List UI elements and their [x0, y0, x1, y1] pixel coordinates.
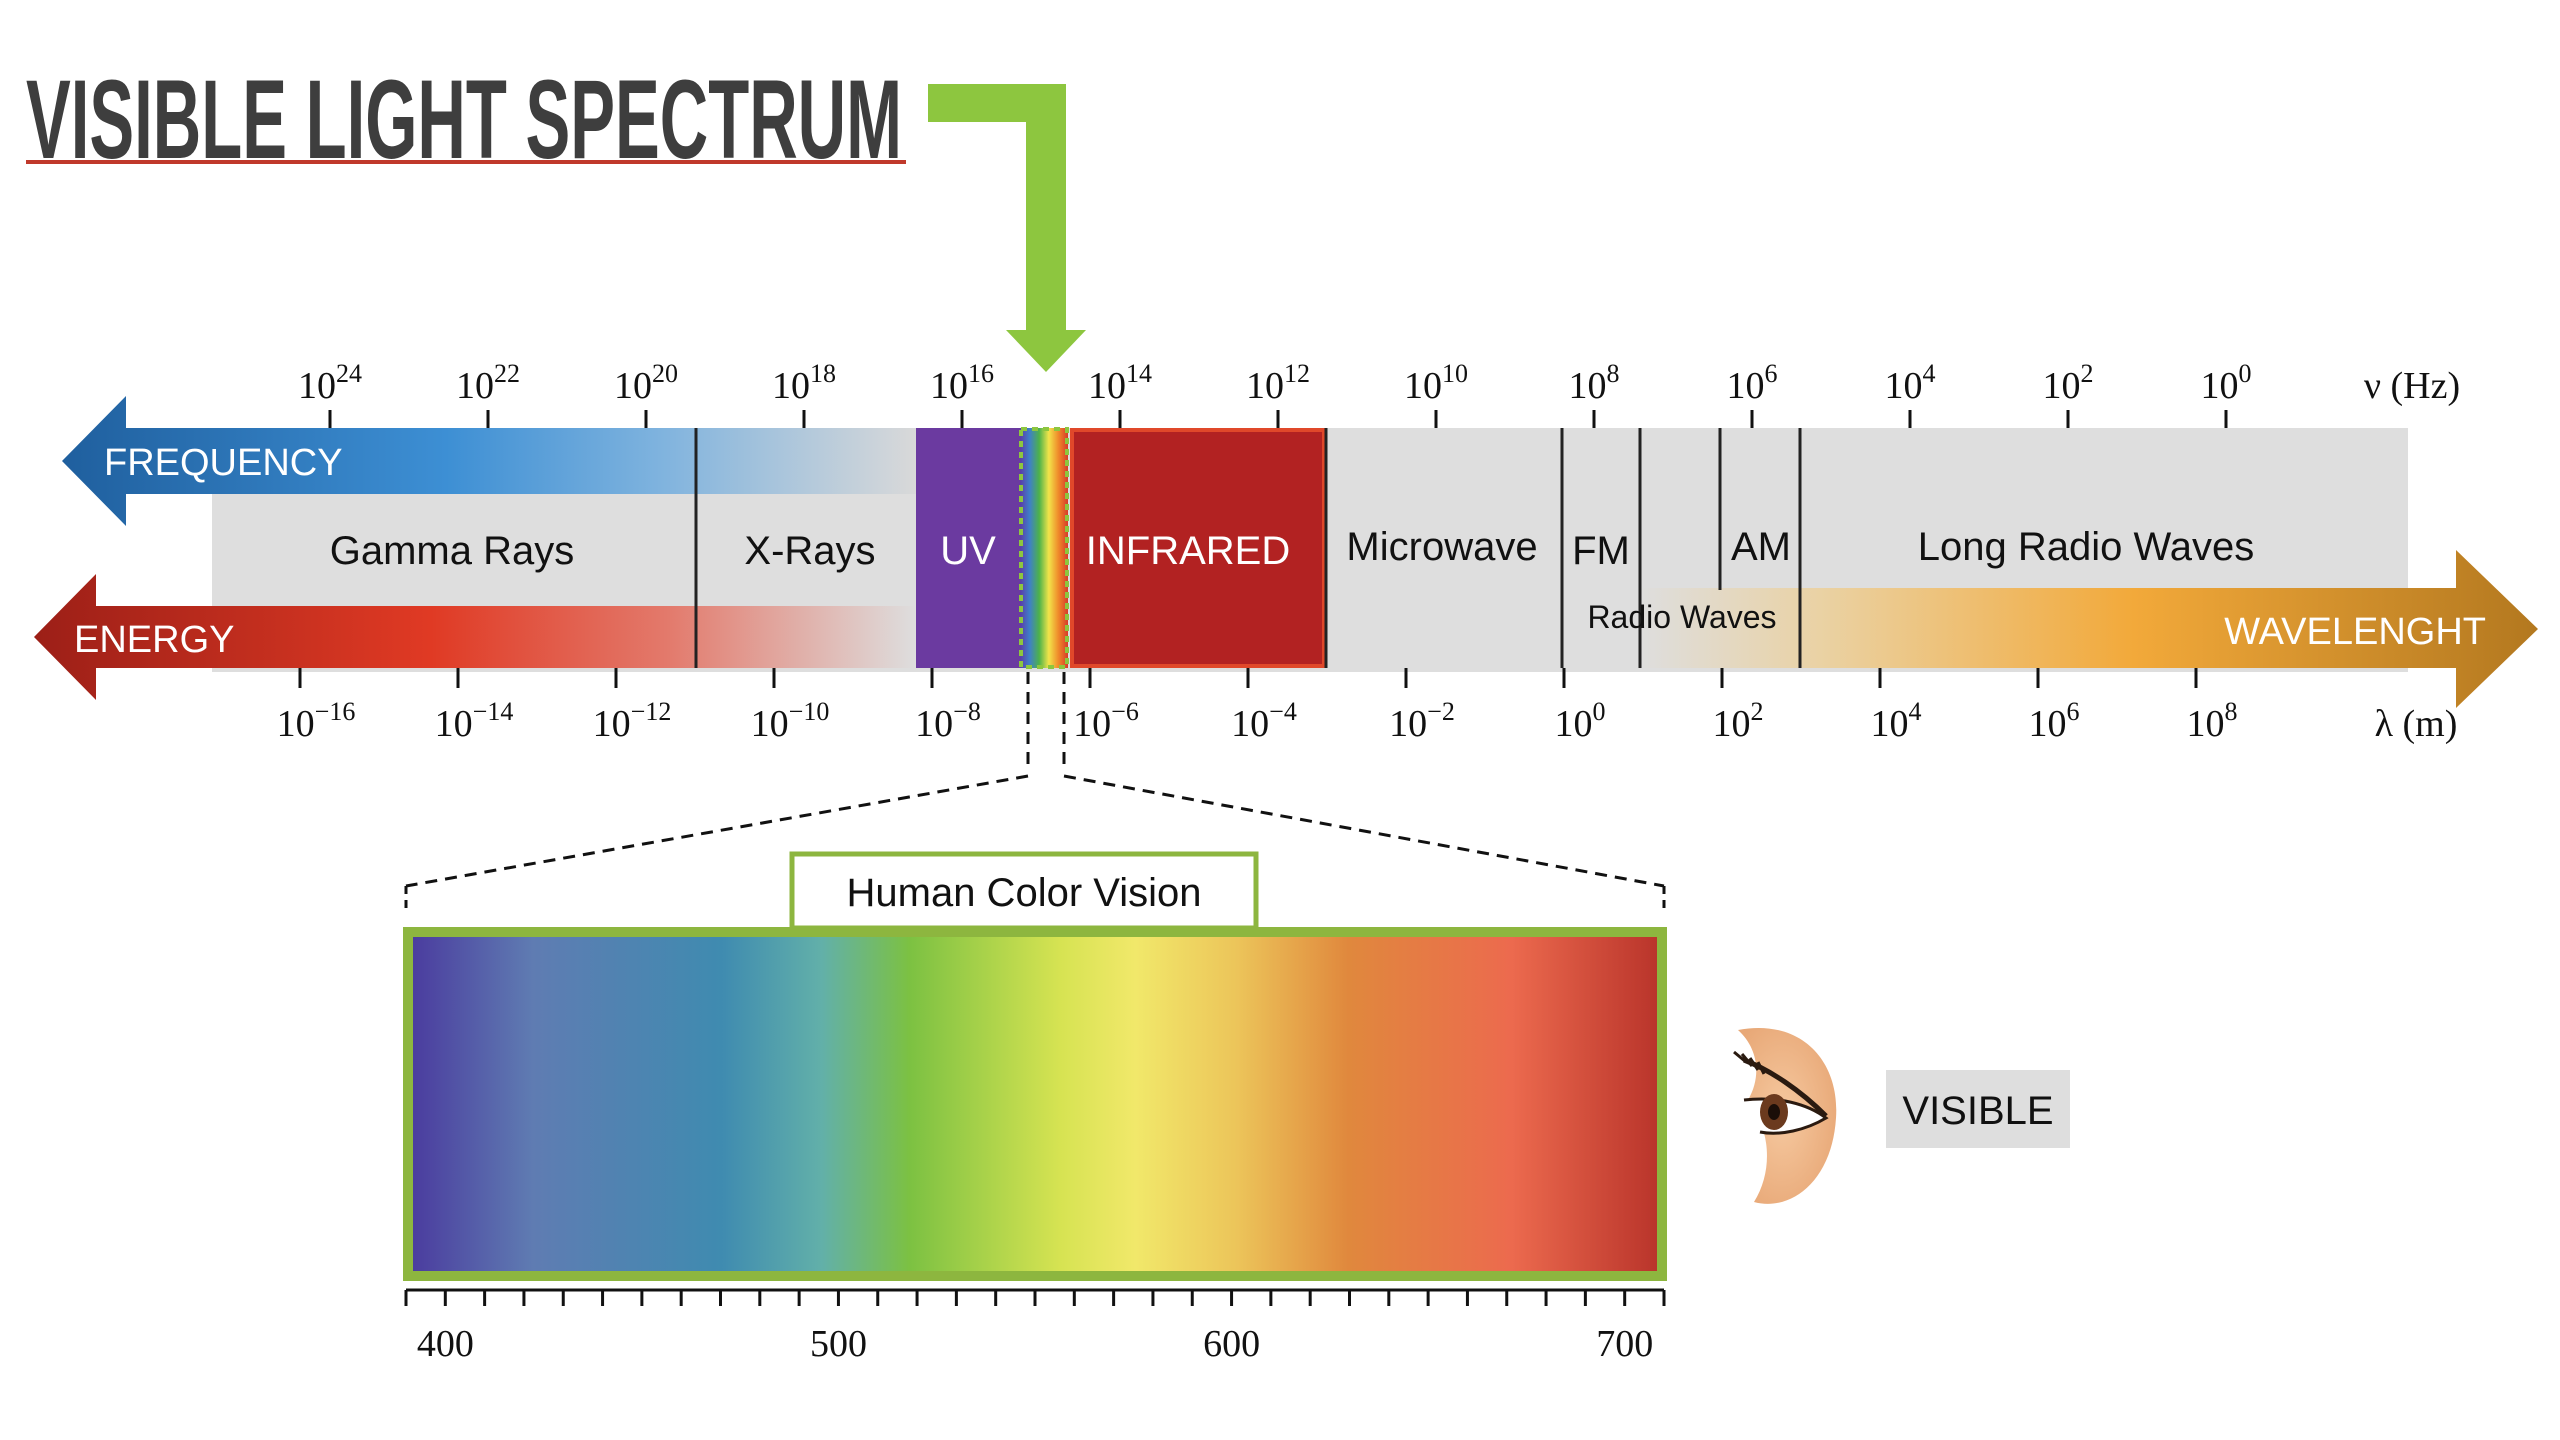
wavelength-axis: 10−16 10−14 10−12 10−10 10−8 10−6 10−4 10−2 100 1… [277, 668, 2238, 745]
wavelength-tick-label: 10−8 [915, 697, 981, 745]
frequency-tick-label: 104 [1885, 359, 1936, 407]
frequency-tick-label: 1010 [1404, 359, 1468, 407]
wavelength-tick-label: 104 [1871, 697, 1922, 745]
wavelength-unit: λ (m) [2375, 703, 2458, 745]
am-label: AM [1731, 525, 1791, 569]
wavelength-tick-label: 10−12 [593, 697, 672, 745]
title-underline [26, 160, 906, 164]
frequency-tick-label: 1022 [456, 359, 520, 407]
wavelength-tick-label: 108 [2187, 697, 2238, 745]
xray-label: X-Rays [744, 529, 875, 573]
vision-label: Human Color Vision [847, 871, 1202, 915]
vision-tick-label: 400 [417, 1323, 474, 1365]
wavelength-tick-label: 100 [1555, 697, 1606, 745]
uv-band [916, 428, 1020, 668]
vision-tick-label: 600 [1203, 1323, 1260, 1365]
gamma-label: Gamma Rays [330, 529, 575, 573]
wavelength-tick-label: 106 [2029, 697, 2080, 745]
frequency-axis: 1024 1022 1020 1018 1016 1014 1012 1010 108 106 10… [298, 359, 2252, 428]
wavelength-tick-label: 10−16 [277, 697, 356, 745]
energy-label: ENERGY [74, 619, 234, 661]
visible-sliver-frame [1019, 427, 1069, 669]
pointer-arrow [928, 84, 1086, 372]
wavelength-tick-label: 10−10 [751, 697, 830, 745]
infrared-band [1070, 428, 1326, 668]
vision-tick-label: 700 [1596, 1323, 1653, 1365]
fm-label: FM [1572, 529, 1630, 573]
visible-badge-label: VISIBLE [1902, 1089, 2053, 1133]
frequency-tick-label: 1020 [614, 359, 678, 407]
zoom-line-left [405, 774, 1029, 888]
long-radio-label: Long Radio Waves [1918, 525, 2254, 569]
vision-tick-label: 500 [810, 1323, 867, 1365]
wavelength-tick-label: 10−2 [1389, 697, 1455, 745]
frequency-tick-label: 100 [2201, 359, 2252, 407]
frequency-tick-label: 1016 [930, 359, 994, 407]
eye-icon [1733, 1027, 1837, 1204]
wavelength-label: WAVELENGHT [2224, 611, 2486, 653]
frequency-label: FREQUENCY [104, 442, 343, 484]
energy-arrow [34, 574, 916, 700]
wavelength-tick-label: 10−4 [1231, 697, 1297, 745]
frequency-tick-label: 1012 [1246, 359, 1310, 407]
frequency-unit: ν (Hz) [2364, 365, 2460, 407]
visible-sliver [1020, 428, 1068, 668]
wavelength-tick-label: 10−14 [435, 697, 514, 745]
infrared-label: INFRARED [1086, 529, 1290, 573]
zoom-line-right [1063, 774, 1665, 888]
frequency-arrow [62, 396, 916, 526]
wavelength-tick-label: 10−6 [1073, 697, 1139, 745]
wavelength-tick-label: 102 [1713, 697, 1764, 745]
uv-label: UV [940, 529, 996, 573]
frequency-tick-label: 102 [2043, 359, 2094, 407]
vision-spectrum [403, 927, 1667, 1281]
microwave-label: Microwave [1346, 525, 1537, 569]
frequency-tick-label: 1024 [298, 359, 362, 407]
frequency-tick-label: 108 [1569, 359, 1620, 407]
wavelength-arrow [1640, 550, 2538, 708]
radio-label: Radio Waves [1587, 599, 1776, 635]
vision-axis: 400 500 600 700 [404, 1290, 1666, 1365]
frequency-tick-label: 1018 [772, 359, 836, 407]
visible-badge [1886, 1070, 2070, 1148]
frequency-tick-label: 1014 [1088, 359, 1152, 407]
frequency-tick-label: 106 [1727, 359, 1778, 407]
